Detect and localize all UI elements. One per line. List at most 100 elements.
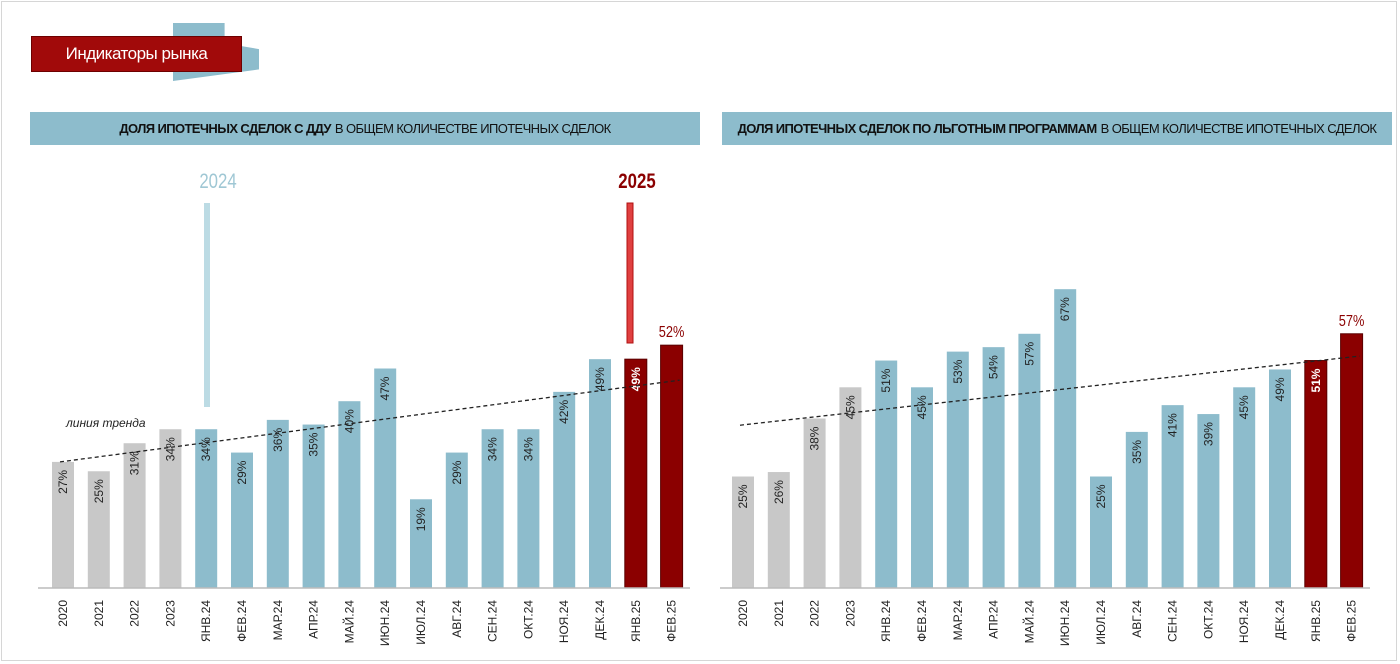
x-tick-label: АПР.24 [987, 600, 1001, 639]
x-tick-label: НОЯ.24 [1237, 600, 1251, 643]
bar-АПР.24 [302, 424, 325, 588]
x-tick-label: ЯНВ.25 [1309, 600, 1323, 642]
bar-АВГ.24 [1125, 431, 1148, 588]
x-tick-label: МАР.24 [951, 600, 965, 641]
bar-ЯНВ.24 [195, 429, 218, 588]
data-label: 39% [1201, 422, 1215, 446]
bar-АВГ.24 [445, 452, 468, 588]
chart-title-rest: В ОБЩЕМ КОЛИЧЕСТВЕ ИПОТЕЧНЫХ СДЕЛОК [334, 121, 611, 136]
x-tick-label: ИЮЛ.24 [414, 600, 428, 645]
data-label: 34% [199, 437, 213, 461]
bar-ФЕВ.24 [911, 387, 933, 588]
x-tick-label: 2023 [163, 600, 177, 627]
bar-АПР.24 [982, 347, 1005, 588]
x-tick-label: ДЕК.24 [1273, 600, 1287, 640]
x-tick-label: СЕН.24 [1166, 600, 1180, 642]
x-tick-label: АПР.24 [307, 600, 321, 639]
x-tick-label: ЯНВ.24 [879, 600, 893, 642]
bar-НОЯ.24 [1233, 387, 1256, 588]
data-label: 54% [987, 355, 1001, 379]
x-tick-label: 2021 [92, 600, 106, 627]
bar-2021 [767, 472, 790, 588]
bar-ИЮН.24 [374, 368, 397, 588]
x-tick-label: ФЕВ.25 [665, 600, 679, 642]
data-label: 26% [772, 480, 786, 504]
trend-line [59, 379, 680, 463]
section-badge: Индикаторы рынка [31, 36, 242, 72]
x-tick-label: 2023 [843, 600, 857, 627]
data-label: 49% [629, 367, 643, 391]
bar-ЯНВ.25 [624, 358, 648, 589]
x-tick-label: НОЯ.24 [557, 600, 571, 643]
data-label: 25% [736, 484, 750, 508]
data-label: 29% [450, 460, 464, 484]
data-label: 31% [128, 451, 142, 475]
bar-ФЕВ.24 [231, 452, 253, 588]
data-label: 45% [1237, 395, 1251, 419]
x-tick-label: АВГ.24 [1130, 600, 1144, 638]
bar-ЯНВ.25 [1304, 360, 1328, 589]
data-label: 57% [1022, 341, 1036, 365]
x-tick-label: 2022 [128, 600, 142, 627]
bar-СЕН.24 [1161, 405, 1184, 588]
data-label: 19% [414, 507, 428, 531]
x-tick-label: ИЮЛ.24 [1094, 600, 1108, 645]
bar-ДЕК.24 [1269, 369, 1291, 588]
data-label: 36% [271, 428, 285, 452]
trend-label: линия тренда [65, 416, 146, 430]
data-label: 40% [342, 409, 356, 433]
data-label: 29% [235, 460, 249, 484]
data-label: 25% [1094, 484, 1108, 508]
bar-ИЮЛ.24 [1090, 476, 1112, 588]
x-tick-label: 2020 [56, 600, 70, 627]
year-marker-2024: 2024 [199, 170, 237, 193]
x-tick-label: ФЕВ.24 [915, 600, 929, 642]
x-tick-label: ИЮН.24 [1058, 600, 1072, 646]
data-label: 45% [915, 395, 929, 419]
x-tick-label: МАР.24 [271, 600, 285, 641]
x-tick-label: ЯНВ.25 [629, 600, 643, 642]
data-label: 49% [1273, 377, 1287, 401]
data-label: 35% [307, 432, 321, 456]
x-tick-label: АВГ.24 [450, 600, 464, 638]
bar-МАЙ.24 [338, 401, 361, 588]
x-tick-label: ФЕВ.24 [235, 600, 249, 642]
x-tick-label: ФЕВ.25 [1345, 600, 1359, 642]
chart-title-bold: ДОЛЯ ИПОТЕЧНЫХ СДЕЛОК ПО ЛЬГОТНЫМ ПРОГРА… [737, 121, 1098, 136]
bar-2022 [803, 418, 826, 588]
year-marker-2024-line [204, 203, 210, 407]
data-label: 45% [843, 395, 857, 419]
data-label: 27% [56, 470, 70, 494]
bar-МАР.24 [266, 419, 289, 588]
bar-ЯНВ.24 [875, 360, 898, 588]
data-label: 52% [659, 324, 685, 342]
x-tick-label: СЕН.24 [486, 600, 500, 642]
data-label: 34% [163, 437, 177, 461]
data-label: 47% [378, 376, 392, 400]
data-label: 51% [1309, 368, 1323, 392]
chart-title-right: ДОЛЯ ИПОТЕЧНЫХ СДЕЛОК ПО ЛЬГОТНЫМ ПРОГРА… [722, 112, 1392, 145]
x-tick-label: ЯНВ.24 [199, 600, 213, 642]
x-tick-label: 2022 [808, 600, 822, 627]
bar-МАЙ.24 [1018, 333, 1041, 588]
bar-2020 [52, 461, 74, 588]
x-tick-label: ДЕК.24 [593, 600, 607, 640]
bar-ФЕВ.25 [1340, 333, 1364, 589]
bar-2020 [732, 476, 754, 588]
bar-2021 [87, 471, 110, 588]
data-label: 57% [1339, 313, 1365, 331]
x-tick-label: ОКТ.24 [1201, 600, 1215, 639]
bar-ОКТ.24 [1197, 414, 1220, 588]
x-tick-label: МАЙ.24 [1021, 600, 1036, 644]
x-tick-label: ИЮН.24 [378, 600, 392, 646]
chart-title-bold: ДОЛЯ ИПОТЕЧНЫХ СДЕЛОК С ДДУ [119, 121, 331, 136]
bar-ИЮЛ.24 [410, 499, 432, 588]
bar-2022 [123, 443, 146, 588]
data-label: 38% [808, 426, 822, 450]
x-tick-label: 2020 [736, 600, 750, 627]
bar-НОЯ.24 [553, 391, 576, 588]
x-tick-label: ОКТ.24 [521, 600, 535, 639]
data-label: 49% [593, 367, 607, 391]
